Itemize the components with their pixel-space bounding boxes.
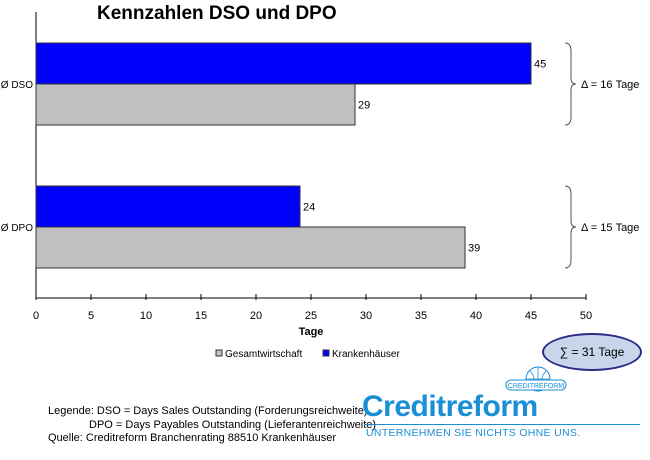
legend-item: Krankenhäuser — [332, 349, 400, 360]
x-axis-label: Tage — [299, 326, 324, 338]
legend-dpo: DPO = Days Payables Outstanding (Liefera… — [89, 418, 377, 431]
creditreform-logo: Creditreform — [362, 390, 538, 423]
chart-title: Kennzahlen DSO und DPO — [97, 3, 337, 24]
bar-krankenhäuser — [35, 42, 532, 85]
category-label: Ø DPO — [1, 223, 33, 234]
x-tick-label: 35 — [415, 310, 427, 322]
x-tick-label: 50 — [580, 310, 592, 322]
legend-swatch — [322, 349, 330, 357]
bar-gesamtwirtschaft — [35, 226, 466, 269]
svg-text:CREDITREFORM: CREDITREFORM — [508, 383, 565, 390]
x-tick-label: 25 — [305, 310, 317, 322]
source: Quelle: Creditreform Branchenrating 8851… — [48, 432, 336, 444]
logo-slogan: UNTERNEHMEN SIE NICHTS OHNE UNS. — [366, 427, 581, 439]
brace — [564, 42, 577, 126]
footer-notes: Legende: DSO = Days Sales Outstanding (F… — [48, 405, 376, 446]
x-tick-label: 10 — [140, 310, 152, 322]
logo-divider — [364, 424, 640, 425]
x-tick-label: 5 — [88, 310, 94, 322]
legend-dso: Legende: DSO = Days Sales Outstanding (F… — [48, 405, 368, 417]
bar-chart: 0 5 10 15 20 25 30 35 40 45 50 Tage Ø DSO 45 29 Δ = 16 … — [1, 12, 639, 360]
data-label: 29 — [358, 100, 370, 112]
bar-krankenhäuser — [35, 185, 301, 228]
brace — [564, 185, 577, 269]
sum-label: ∑ = 31 Tage — [559, 345, 625, 359]
legend-item: Gesamtwirtschaft — [225, 349, 302, 360]
creditreform-globe-icon: CREDITREFORM — [505, 366, 567, 392]
bar-gesamtwirtschaft — [35, 83, 356, 126]
data-label: 45 — [534, 59, 546, 71]
delta-annotation: Δ = 16 Tage — [581, 79, 639, 91]
x-tick-label: 30 — [360, 310, 372, 322]
data-label: 24 — [303, 202, 315, 214]
data-label: 39 — [468, 243, 480, 255]
x-tick-label: 40 — [470, 310, 482, 322]
x-tick-label: 20 — [250, 310, 262, 322]
delta-annotation: Δ = 15 Tage — [581, 222, 639, 234]
category-label: Ø DSO — [1, 80, 33, 91]
x-tick-label: 15 — [195, 310, 207, 322]
x-tick-label: 45 — [525, 310, 537, 322]
x-tick-label: 0 — [33, 310, 39, 322]
sum-ellipse: ∑ = 31 Tage — [542, 333, 642, 371]
legend-swatch — [215, 349, 223, 357]
